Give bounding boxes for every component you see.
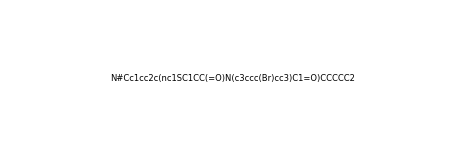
Text: N#Cc1cc2c(nc1SC1CC(=O)N(c3ccc(Br)cc3)C1=O)CCCCC2: N#Cc1cc2c(nc1SC1CC(=O)N(c3ccc(Br)cc3)C1=… [110,74,355,83]
